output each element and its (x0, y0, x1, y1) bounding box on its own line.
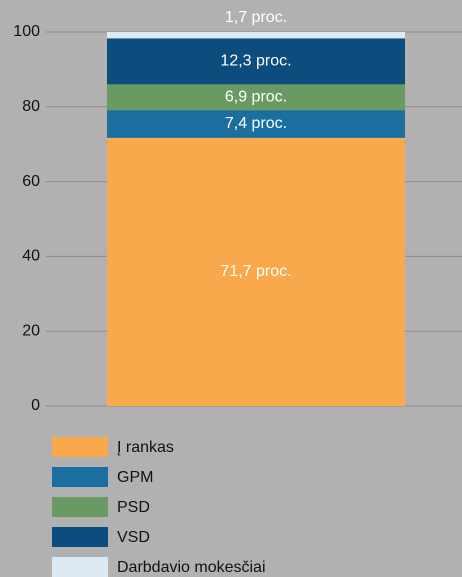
y-tick-label: 80 (22, 98, 40, 115)
bar-segment (107, 84, 405, 111)
legend-label: GPM (117, 469, 153, 486)
y-tick-label: 0 (31, 397, 40, 414)
legend-swatch (52, 437, 108, 457)
y-tick-label: 40 (22, 248, 40, 265)
data-label: 6,9 proc. (225, 88, 287, 105)
bar-segment (107, 137, 405, 407)
data-label: 71,7 proc. (220, 263, 291, 280)
y-tick-label: 100 (13, 23, 40, 40)
legend-swatch (52, 467, 108, 487)
legend-label: Į rankas (117, 439, 174, 456)
data-label: 7,4 proc. (225, 115, 287, 132)
legend-label: PSD (117, 499, 150, 516)
legend-label: Darbdavio mokesčiai (117, 559, 266, 576)
bar-segment (107, 110, 405, 138)
legend-swatch (52, 527, 108, 547)
bar-segment (107, 38, 405, 85)
data-label: 12,3 proc. (220, 53, 291, 70)
y-tick-label: 20 (22, 322, 40, 339)
legend-label: VSD (117, 529, 150, 546)
bar-segment (107, 32, 405, 39)
legend-swatch (52, 557, 108, 577)
y-tick-label: 60 (22, 173, 40, 190)
legend-swatch (52, 497, 108, 517)
data-label: 1,7 proc. (225, 9, 287, 26)
